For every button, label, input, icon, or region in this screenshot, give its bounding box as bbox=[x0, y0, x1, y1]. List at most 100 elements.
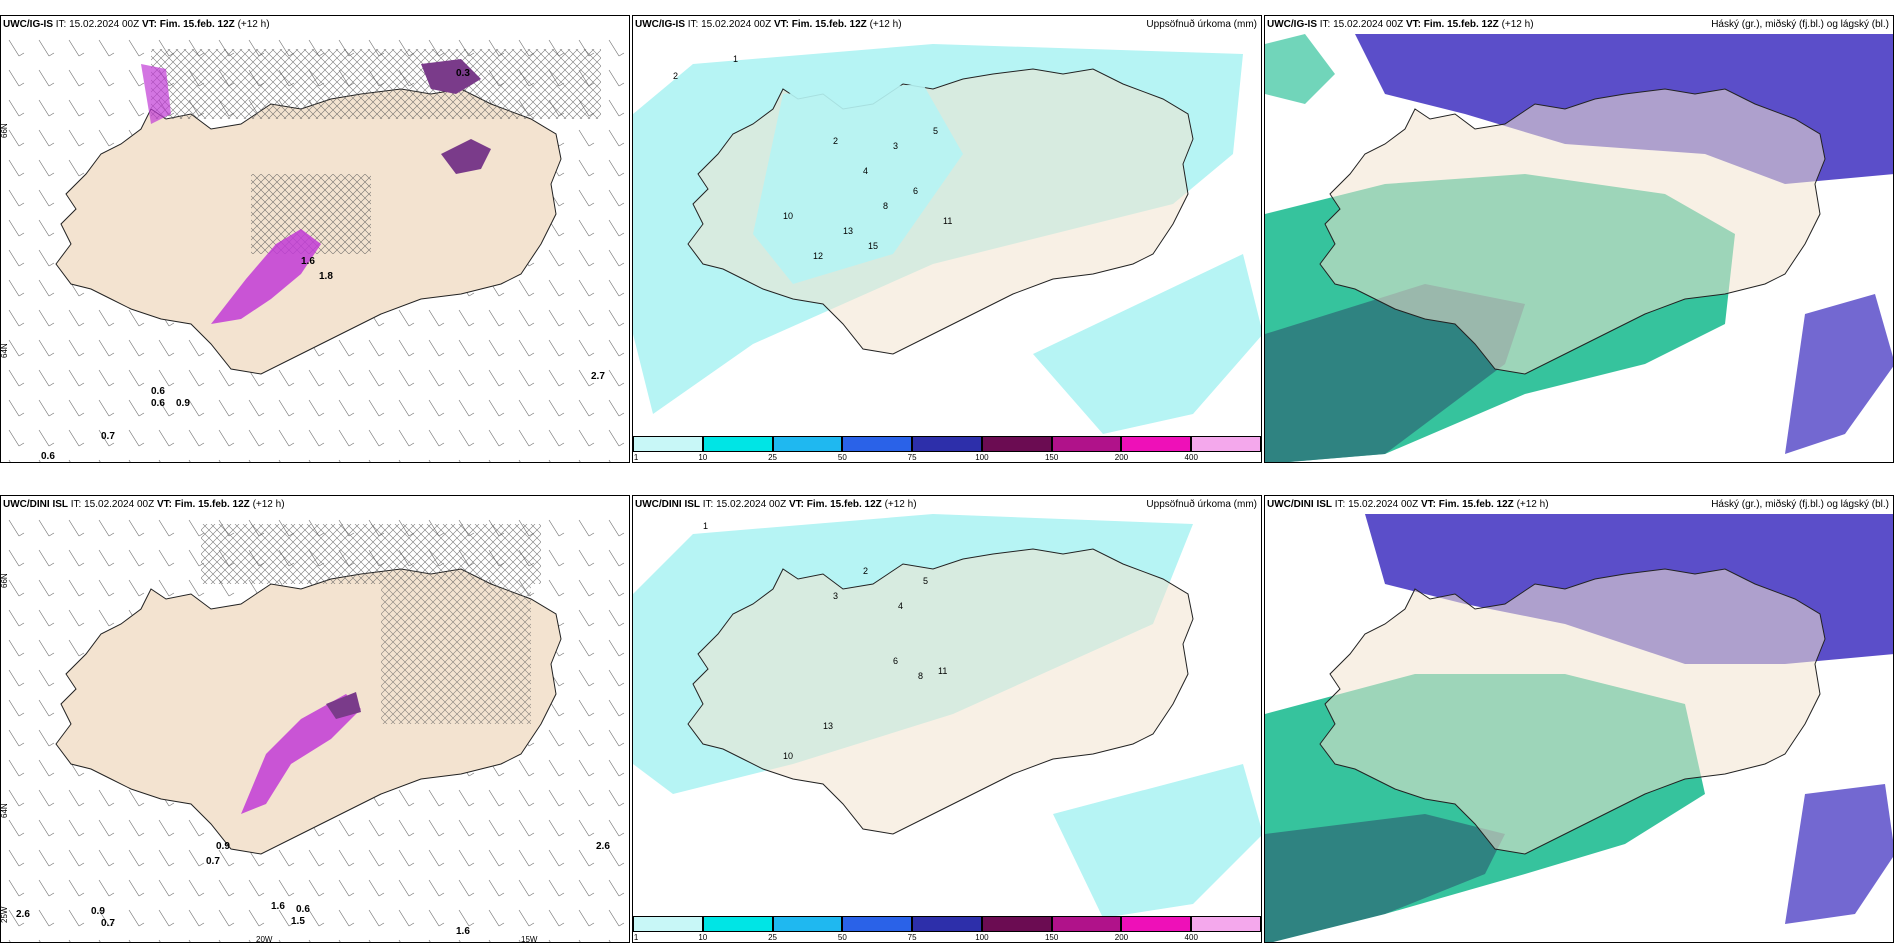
value-label: 0.6 bbox=[151, 386, 165, 397]
panel-dini-clouds: UWC/DINI ISL IT: 15.02.2024 00Z VT: Fim.… bbox=[1264, 495, 1894, 943]
colorbar-cell bbox=[1051, 436, 1122, 452]
colorbar-label: 100 bbox=[975, 453, 989, 462]
value-label: 2.7 bbox=[591, 371, 605, 382]
value-label: 0.9 bbox=[176, 398, 190, 409]
colorbar-label: 100 bbox=[975, 933, 989, 942]
map-clouds-ig-is bbox=[1265, 34, 1893, 462]
lon-label: 25W bbox=[1, 906, 9, 923]
svg-text:4: 4 bbox=[863, 166, 868, 176]
panel-title: UWC/DINI ISL IT: 15.02.2024 00Z VT: Fim.… bbox=[3, 499, 285, 510]
colorbar-label: 400 bbox=[1184, 453, 1198, 462]
colorbar-cell bbox=[772, 436, 843, 452]
svg-text:8: 8 bbox=[918, 671, 923, 681]
panel-right-title: Háský (gr.), miðský (fj.bl.) og lágský (… bbox=[1711, 499, 1889, 510]
panel-right-title: Uppsöfnuð úrkoma (mm) bbox=[1146, 499, 1257, 510]
precip-colorbar: 1 10 25 50 75 100 150 200 400 bbox=[633, 436, 1261, 462]
value-label: 2.6 bbox=[16, 909, 30, 920]
panel-ig-is-wind: UWC/IG-IS IT: 15.02.2024 00Z VT: Fim. 15… bbox=[0, 15, 630, 463]
panel-title: UWC/IG-IS IT: 15.02.2024 00Z VT: Fim. 15… bbox=[1267, 19, 1534, 30]
panel-title: UWC/DINI ISL IT: 15.02.2024 00Z VT: Fim.… bbox=[1267, 499, 1549, 510]
svg-text:3: 3 bbox=[893, 141, 898, 151]
lon-label: 20W bbox=[256, 935, 273, 943]
colorbar-label: 150 bbox=[1044, 453, 1059, 462]
lat-label: 64N bbox=[1, 343, 9, 358]
svg-text:2: 2 bbox=[833, 136, 838, 146]
svg-text:13: 13 bbox=[823, 721, 833, 731]
panel-dini-wind: UWC/DINI ISL IT: 15.02.2024 00Z VT: Fim.… bbox=[0, 495, 630, 943]
colorbar-cell bbox=[842, 916, 913, 932]
colorbar-label: 25 bbox=[768, 933, 777, 942]
colorbar-cell bbox=[912, 436, 982, 452]
value-label: 0.3 bbox=[456, 68, 470, 79]
svg-text:12: 12 bbox=[813, 251, 823, 261]
colorbar-cell bbox=[702, 436, 773, 452]
panel-right-title: Háský (gr.), miðský (fj.bl.) og lágský (… bbox=[1711, 19, 1889, 30]
colorbar-label: 400 bbox=[1184, 933, 1198, 942]
colorbar-cell bbox=[1051, 916, 1122, 932]
colorbar-cell bbox=[842, 436, 913, 452]
svg-text:10: 10 bbox=[783, 211, 793, 221]
value-label: 0.7 bbox=[206, 856, 220, 867]
panel-title: UWC/IG-IS IT: 15.02.2024 00Z VT: Fim. 15… bbox=[3, 19, 270, 30]
colorbar-cell bbox=[981, 916, 1052, 932]
iceland-land bbox=[1319, 568, 1826, 855]
colorbar-cell bbox=[981, 436, 1052, 452]
svg-text:11: 11 bbox=[938, 666, 947, 676]
value-label: 0.7 bbox=[101, 918, 115, 929]
colorbar-label: 75 bbox=[907, 933, 917, 942]
svg-text:5: 5 bbox=[933, 126, 938, 136]
svg-text:6: 6 bbox=[893, 656, 898, 666]
svg-text:2: 2 bbox=[673, 71, 678, 81]
svg-text:10: 10 bbox=[783, 751, 793, 761]
colorbar-cell bbox=[633, 436, 703, 452]
precip-colorbar: 1 10 25 50 75 100 150 200 400 bbox=[633, 916, 1261, 942]
svg-text:1: 1 bbox=[733, 54, 738, 64]
svg-text:13: 13 bbox=[843, 226, 853, 236]
svg-text:11: 11 bbox=[943, 216, 952, 226]
colorbar-cell bbox=[912, 916, 982, 932]
value-label: 1.6 bbox=[456, 926, 470, 937]
colorbar-label: 150 bbox=[1044, 933, 1059, 942]
value-label: 1.5 bbox=[291, 916, 305, 927]
svg-text:15: 15 bbox=[868, 241, 878, 251]
svg-text:1: 1 bbox=[703, 521, 708, 531]
colorbar-label: 200 bbox=[1114, 453, 1129, 462]
svg-text:2: 2 bbox=[863, 566, 868, 576]
panel-right-title: Uppsöfnuð úrkoma (mm) bbox=[1146, 19, 1257, 30]
map-clouds-dini bbox=[1265, 514, 1893, 942]
panel-dini-precip: UWC/DINI ISL IT: 15.02.2024 00Z VT: Fim.… bbox=[632, 495, 1262, 943]
svg-text:4: 4 bbox=[898, 601, 903, 611]
value-label: 1.8 bbox=[319, 271, 333, 282]
panel-ig-is-precip: UWC/IG-IS IT: 15.02.2024 00Z VT: Fim. 15… bbox=[632, 15, 1262, 463]
value-label: 0.7 bbox=[101, 431, 115, 442]
value-label: 0.9 bbox=[216, 841, 230, 852]
lat-label: 66N bbox=[1, 123, 9, 138]
value-label: 2.6 bbox=[596, 841, 610, 852]
value-label: 0.6 bbox=[151, 398, 165, 409]
panel-title: UWC/IG-IS IT: 15.02.2024 00Z VT: Fim. 15… bbox=[635, 19, 902, 30]
value-label: 1.6 bbox=[301, 256, 315, 267]
colorbar-cell bbox=[702, 916, 773, 932]
value-label: 0.6 bbox=[296, 904, 310, 915]
panel-ig-is-clouds: UWC/IG-IS IT: 15.02.2024 00Z VT: Fim. 15… bbox=[1264, 15, 1894, 463]
value-label: 0.6 bbox=[41, 451, 55, 462]
map-precip-ig-is: 1 2 2 3 4 5 6 8 10 11 12 13 15 bbox=[633, 34, 1261, 462]
colorbar-cell bbox=[1121, 436, 1192, 452]
colorbar-label: 1 bbox=[633, 933, 639, 942]
lat-label: 66N bbox=[1, 573, 9, 588]
colorbar-label: 50 bbox=[837, 453, 847, 462]
map-precip-dini: 1 2 3 4 5 6 8 10 11 13 bbox=[633, 514, 1261, 942]
iceland-land bbox=[687, 548, 1194, 835]
value-label: 1.6 bbox=[271, 901, 285, 912]
value-label: 0.9 bbox=[91, 906, 105, 917]
colorbar-cell bbox=[633, 916, 703, 932]
colorbar-cell bbox=[1191, 436, 1261, 452]
colorbar-label: 25 bbox=[768, 453, 777, 462]
colorbar-cell bbox=[1191, 916, 1261, 932]
colorbar-label: 75 bbox=[907, 453, 917, 462]
colorbar-cell bbox=[1121, 916, 1192, 932]
colorbar-label: 10 bbox=[698, 453, 708, 462]
colorbar-cell bbox=[772, 916, 843, 932]
panel-title: UWC/DINI ISL IT: 15.02.2024 00Z VT: Fim.… bbox=[635, 499, 917, 510]
map-wind-ig-is: 0.6 0.6 0.9 2.7 0.7 0.6 0.3 1.6 1.8 66N … bbox=[1, 34, 629, 462]
